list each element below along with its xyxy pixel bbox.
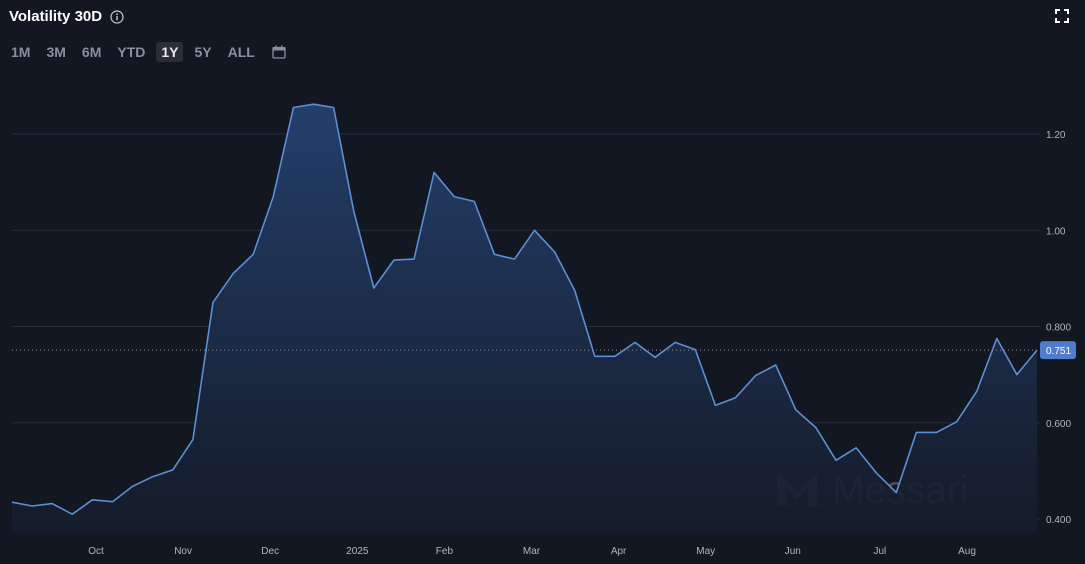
y-tick-label: 0.600 <box>1046 419 1071 430</box>
x-tick-label: Oct <box>88 546 104 557</box>
chart-title: Volatility 30D <box>9 8 103 25</box>
y-tick-label: 0.400 <box>1046 515 1071 526</box>
range-button-3m[interactable]: 3M <box>46 44 66 60</box>
expand-icon[interactable] <box>1055 9 1069 23</box>
x-tick-label: Aug <box>958 546 976 557</box>
x-tick-label: Jul <box>874 546 887 557</box>
calendar-icon[interactable] <box>272 45 286 59</box>
range-button-1m[interactable]: 1M <box>11 44 31 60</box>
y-tick-label: 1.20 <box>1046 130 1066 141</box>
range-button-5y[interactable]: 5Y <box>194 44 212 60</box>
y-tick-label: 0.800 <box>1046 323 1071 334</box>
x-tick-label: 2025 <box>346 546 369 557</box>
range-button-6m[interactable]: 6M <box>81 44 102 60</box>
y-tick-label: 1.00 <box>1046 226 1066 237</box>
x-tick-label: Mar <box>523 546 541 557</box>
x-tick-label: Feb <box>436 546 454 557</box>
x-tick-label: Dec <box>261 546 279 557</box>
last-value-badge: 0.751 <box>1040 341 1076 360</box>
x-axis-labels: Oct Nov Dec 2025 Feb Mar Apr May Jun Jul Aug <box>88 546 976 557</box>
chart-title-bar: Volatility 30D <box>9 8 124 25</box>
y-axis-labels: 0.400 0.600 0.800 1.00 1.20 <box>1046 130 1071 526</box>
time-range-selector: 1M 3M 6M YTD 1Y 5Y ALL <box>6 42 286 62</box>
x-tick-label: Jun <box>785 546 801 557</box>
x-tick-label: Nov <box>174 546 192 557</box>
series-line <box>11 103 1038 515</box>
last-value-text: 0.751 <box>1046 346 1071 357</box>
range-button-ytd[interactable]: YTD <box>117 44 146 60</box>
x-tick-label: Apr <box>611 546 627 557</box>
info-icon[interactable] <box>110 9 124 24</box>
range-button-1y[interactable]: 1Y <box>156 42 184 62</box>
range-button-all[interactable]: ALL <box>227 44 255 60</box>
x-tick-label: May <box>696 546 715 557</box>
